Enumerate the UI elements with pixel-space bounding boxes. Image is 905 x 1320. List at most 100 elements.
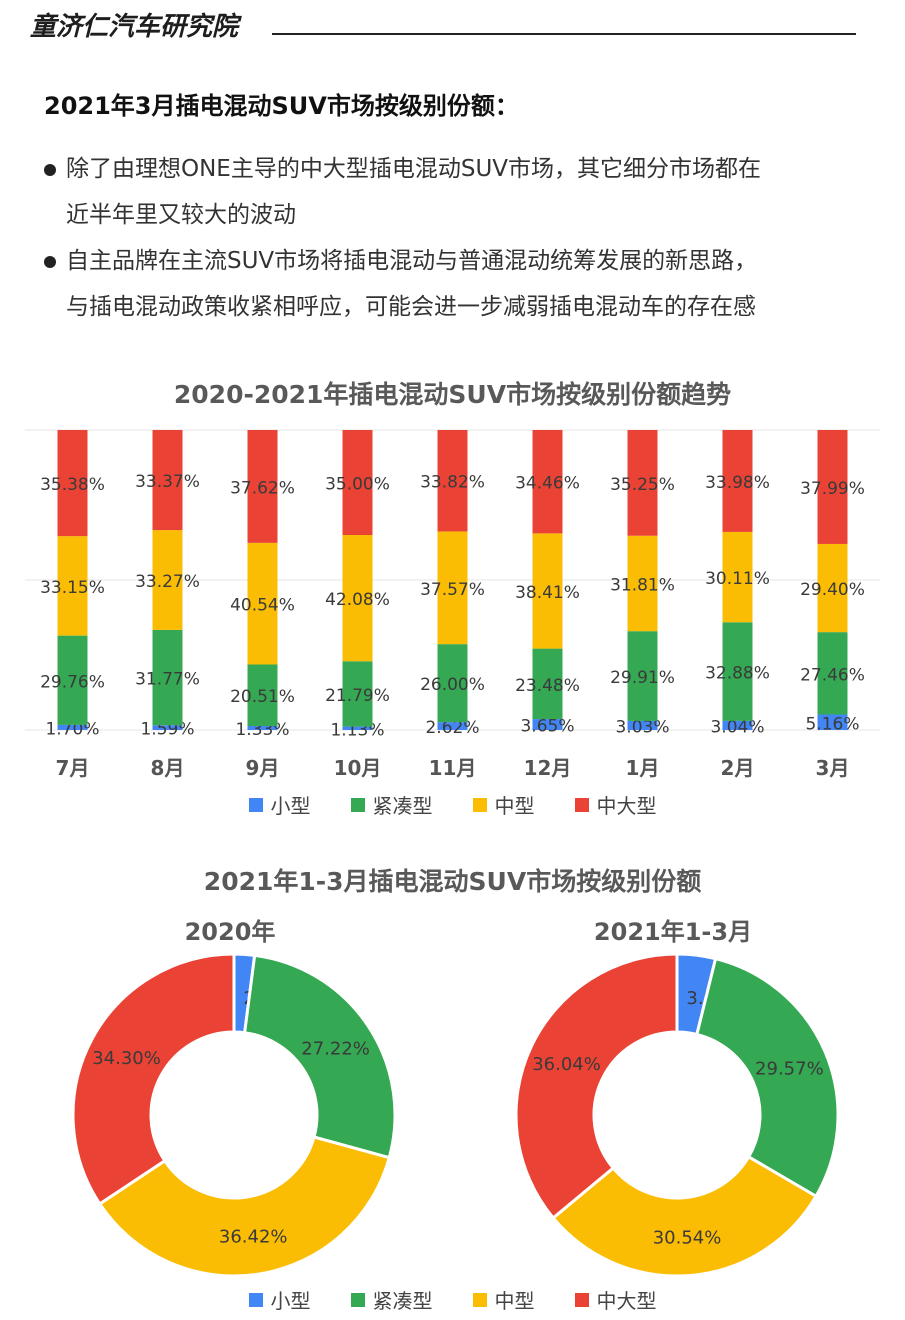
bar-data-label: 27.46% — [800, 665, 865, 685]
legend-label: 紧凑型 — [372, 794, 433, 818]
bar-segment — [152, 530, 183, 630]
brand-title: 童济仁汽车研究院 — [30, 12, 239, 42]
legend-swatch-compact — [350, 797, 365, 812]
bar-segment — [532, 533, 563, 649]
bar-segment — [437, 722, 468, 730]
legend-item-small: 小型 — [248, 790, 311, 819]
bullet-list: 除了由理想ONE主导的中大型插电混动SUV市场，其它细分市场都在 近半年里又较大… — [44, 146, 874, 330]
bar-data-label: 33.82% — [420, 473, 485, 493]
x-tick-label: 7月 — [56, 756, 90, 780]
bar-data-label: 30.11% — [705, 569, 770, 589]
bar-segment — [722, 622, 753, 721]
bullet-text: 近半年里又较大的波动 — [66, 202, 296, 228]
slice-data-label: 30.54% — [653, 1228, 722, 1249]
legend-label: 中型 — [494, 1289, 535, 1313]
legend-swatch-large — [574, 797, 589, 812]
bar-data-label: 5.16% — [805, 714, 859, 734]
slice-data-label: 27.22% — [301, 1038, 370, 1059]
bar-chart-title: 2020-2021年插电混动SUV市场按级别份额趋势 — [173, 380, 732, 409]
bar-segment — [437, 644, 468, 723]
legend-label: 中大型 — [596, 1289, 657, 1313]
legend-swatch-compact — [350, 1292, 365, 1307]
bullet-item: 除了由理想ONE主导的中大型插电混动SUV市场，其它细分市场都在 近半年里又较大… — [44, 146, 874, 238]
bar-segment — [532, 430, 563, 534]
donut-chart-2020: 2.05%27.22%36.42%34.30% — [71, 952, 397, 1278]
legend-item-large: 中大型 — [574, 1285, 657, 1314]
bar-segment — [152, 725, 183, 730]
donut-slice — [695, 956, 840, 1199]
slice-data-label: 36.42% — [219, 1226, 288, 1247]
pie-subtitle-2020: 2020年 — [184, 918, 276, 946]
x-tick-label: 11月 — [429, 756, 477, 780]
bar-data-label: 3.04% — [710, 717, 764, 737]
bar-segment — [57, 724, 88, 730]
donut-slice — [242, 953, 397, 1160]
bar-data-label: 29.91% — [610, 668, 675, 688]
legend-label: 中大型 — [596, 794, 657, 818]
bar-data-label: 35.00% — [325, 475, 390, 495]
legend-swatch-mid — [472, 797, 487, 812]
x-tick-label: 9月 — [246, 756, 280, 780]
bar-segment — [247, 726, 278, 730]
donut-slice — [71, 952, 236, 1206]
legend-item-mid: 中型 — [472, 1285, 535, 1314]
x-tick-label: 1月 — [626, 756, 660, 780]
bar-data-label: 3.65% — [520, 717, 574, 737]
bar-data-label: 35.38% — [40, 475, 105, 495]
bar-data-label: 3.03% — [615, 717, 669, 737]
pie-chart-title: 2021年1-3月插电混动SUV市场按级别份额 — [203, 867, 702, 896]
bar-segment — [722, 531, 753, 623]
slice-data-label: 34.30% — [92, 1048, 161, 1069]
bar-data-label: 37.99% — [800, 479, 865, 499]
bar-segment — [722, 430, 753, 532]
bar-segment — [342, 535, 373, 662]
bar-data-label: 31.81% — [610, 575, 675, 595]
bar-segment — [57, 430, 88, 537]
bar-segment — [627, 535, 658, 632]
legend-swatch-mid — [472, 1292, 487, 1307]
legend-item-compact: 紧凑型 — [350, 1285, 433, 1314]
bar-data-label: 26.00% — [420, 675, 485, 695]
bar-segment — [627, 631, 658, 721]
donut-slice — [551, 1154, 819, 1278]
bar-segment — [437, 430, 468, 532]
bar-segment — [57, 536, 88, 636]
legend-swatch-small — [248, 1292, 263, 1307]
bullet-text: 除了由理想ONE主导的中大型插电混动SUV市场，其它细分市场都在 — [66, 156, 762, 182]
bar-data-label: 35.25% — [610, 475, 675, 495]
headline: 2021年3月插电混动SUV市场按级别份额： — [44, 92, 519, 120]
bar-segment — [532, 648, 563, 720]
bar-data-label: 33.15% — [40, 578, 105, 598]
legend-swatch-large — [574, 1292, 589, 1307]
bullet-dot-icon — [44, 256, 56, 268]
bar-data-label: 33.98% — [705, 473, 770, 493]
bar-segment — [627, 430, 658, 536]
bar-data-label: 20.51% — [230, 687, 295, 707]
bar-data-label: 33.37% — [135, 472, 200, 492]
legend-label: 中型 — [494, 794, 535, 818]
bar-segment — [342, 430, 373, 535]
header-rule — [272, 33, 856, 35]
bar-data-label: 33.27% — [135, 572, 200, 592]
bullet-text: 自主品牌在主流SUV市场将插电混动与普通混动统筹发展的新思路， — [66, 248, 758, 274]
bar-data-label: 42.08% — [325, 590, 390, 610]
bar-segment — [722, 720, 753, 730]
bar-data-label: 40.54% — [230, 596, 295, 616]
bar-legend: 小型 紧凑型 中型 中大型 — [0, 790, 905, 819]
bar-segment — [532, 719, 563, 730]
bar-segment — [342, 726, 373, 730]
bar-segment — [627, 720, 658, 730]
legend-label: 小型 — [270, 1289, 311, 1313]
donut-slice — [514, 952, 679, 1221]
stacked-bar-chart: 1.70%29.76%33.15%35.38%7月1.59%31.77%33.2… — [25, 429, 880, 780]
legend-swatch-small — [248, 797, 263, 812]
bullet-item: 自主品牌在主流SUV市场将插电混动与普通混动统筹发展的新思路， 与插电混动政策收… — [44, 238, 874, 330]
bar-segment — [247, 430, 278, 543]
bar-segment — [817, 714, 848, 730]
donut-slice — [97, 1135, 392, 1278]
bar-data-label: 37.62% — [230, 478, 295, 498]
legend-item-large: 中大型 — [574, 790, 657, 819]
x-tick-label: 2月 — [721, 756, 755, 780]
bar-data-label: 21.79% — [325, 686, 390, 706]
bar-data-label: 34.46% — [515, 474, 580, 494]
